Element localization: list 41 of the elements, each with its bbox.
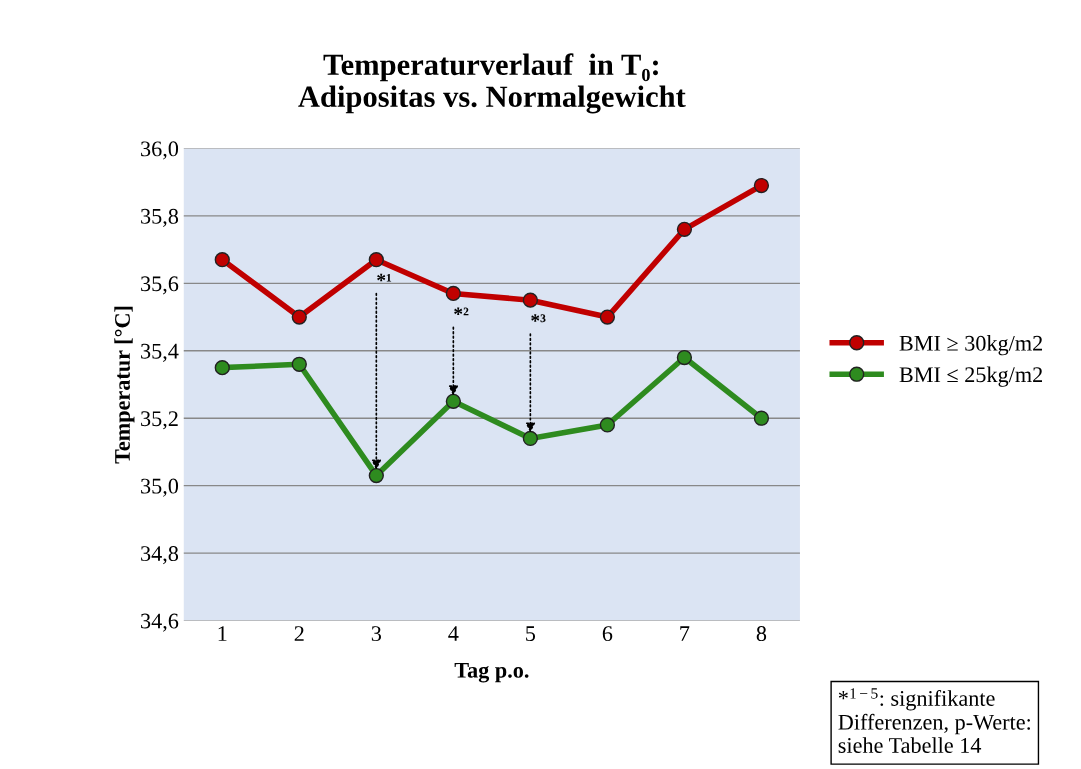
x-tick-label: 2 [294,626,304,641]
point [599,417,616,433]
point [753,177,770,194]
y-tick-label: 35,8 [141,208,179,227]
point [214,359,230,376]
y-tick-label: 36,0 [141,141,179,160]
y-tick-label: 35,6 [141,276,179,295]
y-tick-label: 35,2 [141,411,178,430]
x-tick-label: 8 [756,626,767,642]
point [291,309,307,325]
x-tick-label: 5 [526,626,536,642]
x-tick-label: 7 [680,626,690,641]
annotation: *² [454,307,469,316]
point [599,309,616,325]
y-tick-label: 35,0 [141,478,179,497]
point [522,292,539,308]
x-tick-label: 1 [218,626,227,641]
point [214,252,230,268]
point [676,221,693,237]
y-tick-label: 34,6 [141,613,179,632]
point [291,356,307,372]
x-tick-label: 3 [371,626,382,642]
chart-title: Temperaturverlauf in T₀: Adipositas vs. Normalgewicht [298,53,686,114]
x-tick-label: 4 [448,626,459,641]
annotation: *³ [531,314,546,323]
legend-label: BMI ≤ 25kg/m2 [899,366,1043,387]
point [753,410,770,426]
point [445,393,461,410]
y-tick-label: 34,8 [141,546,179,565]
y-axis-title: Temperatur [°C] [114,306,135,464]
legend-label: BMI ≥ 30kg/m2 [899,335,1043,356]
point [522,430,539,447]
y-tick-label: 35,4 [141,343,179,362]
point [676,349,693,366]
x-axis-title: Tag p.o. [454,662,529,683]
text: *$^{1−5}$: signifikante Differenzen, p-Werte: siehe Tabelle 14 [838,688,1030,753]
x-tick-label: 6 [602,626,613,642]
annotation: *¹ [377,273,392,282]
point [445,285,461,302]
point [368,467,384,484]
point [368,252,384,268]
